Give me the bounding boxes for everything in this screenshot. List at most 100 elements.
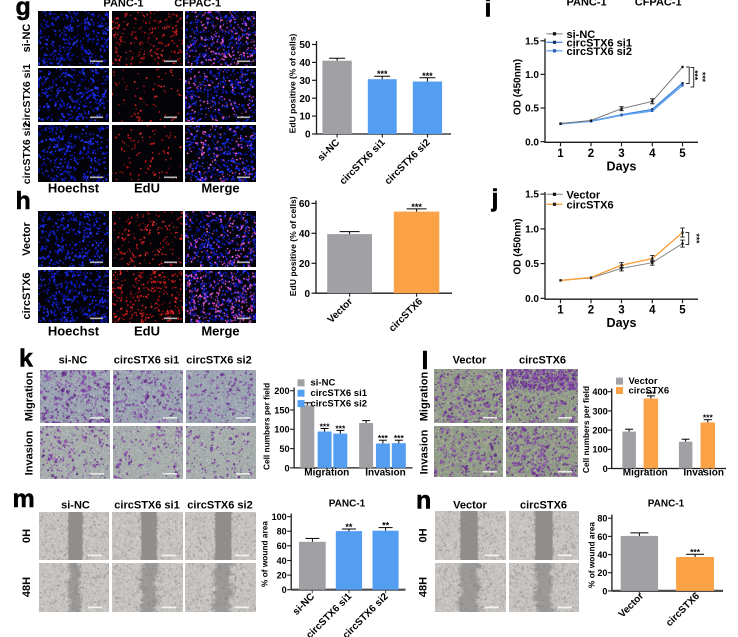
svg-text:OD (450nm): OD (450nm) <box>513 218 524 274</box>
svg-text:g: g <box>16 0 31 21</box>
svg-text:si-NC: si-NC <box>567 29 596 41</box>
svg-text:si-NC: si-NC <box>311 378 336 389</box>
svg-text:Migration: Migration <box>304 468 349 479</box>
svg-text:EdU: EdU <box>134 181 160 196</box>
svg-text:CFPAC-1: CFPAC-1 <box>635 0 682 9</box>
svg-text:2: 2 <box>588 305 594 317</box>
svg-text:300: 300 <box>592 406 607 416</box>
svg-text:circSTX6 si1: circSTX6 si1 <box>338 137 388 187</box>
svg-text:0.0: 0.0 <box>525 137 539 148</box>
svg-text:Vector: Vector <box>567 189 601 201</box>
svg-text:150: 150 <box>274 405 289 415</box>
svg-text:5: 5 <box>679 305 686 317</box>
svg-text:circSTX6 si2: circSTX6 si2 <box>186 355 251 367</box>
svg-text:circSTX6: circSTX6 <box>567 199 614 211</box>
svg-text:20: 20 <box>299 259 311 270</box>
svg-text:100: 100 <box>272 512 287 522</box>
svg-text:l: l <box>422 347 429 375</box>
svg-text:Invasion: Invasion <box>365 468 406 479</box>
svg-text:circSTX6: circSTX6 <box>664 591 702 629</box>
svg-text:***: *** <box>690 70 700 81</box>
svg-text:200: 200 <box>592 426 607 436</box>
svg-text:k: k <box>19 345 33 373</box>
svg-text:0H: 0H <box>21 529 33 543</box>
svg-text:60: 60 <box>597 532 607 542</box>
svg-text:Merge: Merge <box>201 181 239 196</box>
svg-text:48H: 48H <box>418 577 430 597</box>
svg-text:2: 2 <box>588 148 594 160</box>
svg-text:1.5: 1.5 <box>525 190 539 201</box>
svg-text:20: 20 <box>299 94 311 105</box>
svg-text:0H: 0H <box>418 528 430 542</box>
svg-text:60: 60 <box>277 541 287 551</box>
svg-text:0: 0 <box>603 464 608 474</box>
svg-text:circSTX6: circSTX6 <box>21 272 33 319</box>
svg-text:circSTX6 si1: circSTX6 si1 <box>21 64 33 127</box>
svg-text:1.0: 1.0 <box>525 225 539 236</box>
svg-text:0.5: 0.5 <box>525 104 539 115</box>
svg-text:Vector: Vector <box>453 355 487 367</box>
svg-text:Vector: Vector <box>21 221 33 255</box>
svg-text:***: *** <box>690 547 701 557</box>
svg-text:% of wound area: % of wound area <box>260 521 270 587</box>
svg-text:0: 0 <box>304 289 310 300</box>
svg-text:100: 100 <box>274 425 289 435</box>
svg-text:0: 0 <box>305 130 311 141</box>
svg-text:***: *** <box>697 72 707 83</box>
svg-text:5: 5 <box>679 148 686 160</box>
svg-text:si-NC: si-NC <box>291 591 317 617</box>
svg-text:circSTX6: circSTX6 <box>519 355 566 367</box>
svg-text:60: 60 <box>299 199 311 210</box>
svg-text:***: *** <box>411 202 422 212</box>
svg-text:20: 20 <box>277 571 287 581</box>
svg-text:PANC-1: PANC-1 <box>103 0 143 10</box>
svg-text:circSTX6 si2: circSTX6 si2 <box>383 137 433 187</box>
svg-text:m: m <box>13 485 35 513</box>
svg-text:circSTX6 si2: circSTX6 si2 <box>187 500 252 512</box>
svg-text:0: 0 <box>284 463 289 473</box>
svg-text:40: 40 <box>597 550 607 560</box>
svg-text:Days: Days <box>607 316 637 330</box>
svg-text:circSTX6 si1: circSTX6 si1 <box>311 388 368 399</box>
svg-text:Vector: Vector <box>629 376 658 387</box>
svg-text:PANC-1: PANC-1 <box>329 499 366 510</box>
svg-text:Hoechst: Hoechst <box>48 181 100 196</box>
svg-text:40: 40 <box>299 229 311 240</box>
svg-text:10: 10 <box>299 112 311 123</box>
svg-text:1.0: 1.0 <box>525 70 539 81</box>
svg-text:80: 80 <box>597 514 607 524</box>
svg-text:Invasion: Invasion <box>24 430 36 475</box>
svg-text:***: *** <box>422 71 433 81</box>
svg-text:circSTX6 si2: circSTX6 si2 <box>311 398 368 409</box>
svg-text:circSTX6: circSTX6 <box>520 500 567 512</box>
svg-text:si-NC: si-NC <box>61 500 90 512</box>
svg-text:***: *** <box>394 433 405 443</box>
svg-text:si-NC: si-NC <box>59 355 88 367</box>
svg-text:si-NC: si-NC <box>316 137 342 163</box>
svg-text:Hoechst: Hoechst <box>48 324 100 339</box>
svg-text:***: *** <box>703 413 714 423</box>
svg-text:n: n <box>416 487 431 515</box>
svg-text:j: j <box>491 185 499 213</box>
svg-text:***: *** <box>378 433 389 443</box>
svg-text:Vector: Vector <box>617 591 646 620</box>
svg-text:PANC-1: PANC-1 <box>567 0 607 9</box>
svg-text:1: 1 <box>557 148 564 160</box>
svg-text:0: 0 <box>282 585 287 595</box>
svg-text:Days: Days <box>607 160 637 174</box>
svg-text:circSTX6 si1: circSTX6 si1 <box>567 37 632 49</box>
svg-text:Migration: Migration <box>24 371 36 421</box>
svg-text:**: ** <box>345 522 353 532</box>
svg-text:Cell numbers per field: Cell numbers per field <box>581 386 591 473</box>
svg-text:circSTX6 si1: circSTX6 si1 <box>114 500 179 512</box>
svg-text:100: 100 <box>592 445 607 455</box>
svg-text:200: 200 <box>274 386 289 396</box>
svg-text:3: 3 <box>618 305 624 317</box>
svg-text:Cell numbers per field: Cell numbers per field <box>262 383 272 470</box>
svg-text:EdU: EdU <box>134 324 160 339</box>
svg-text:Migration: Migration <box>623 468 668 479</box>
svg-text:50: 50 <box>279 444 289 454</box>
svg-text:4: 4 <box>649 305 656 317</box>
svg-text:1: 1 <box>557 305 564 317</box>
svg-text:0.5: 0.5 <box>525 259 539 270</box>
